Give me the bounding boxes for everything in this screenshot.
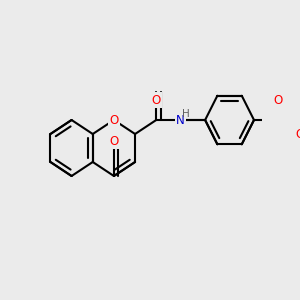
Text: H: H	[182, 109, 190, 119]
Text: O: O	[274, 94, 283, 106]
Text: O: O	[152, 94, 161, 106]
Text: N: N	[176, 113, 185, 127]
Text: O: O	[109, 113, 119, 127]
Text: O: O	[109, 135, 119, 148]
Text: O: O	[295, 128, 300, 140]
